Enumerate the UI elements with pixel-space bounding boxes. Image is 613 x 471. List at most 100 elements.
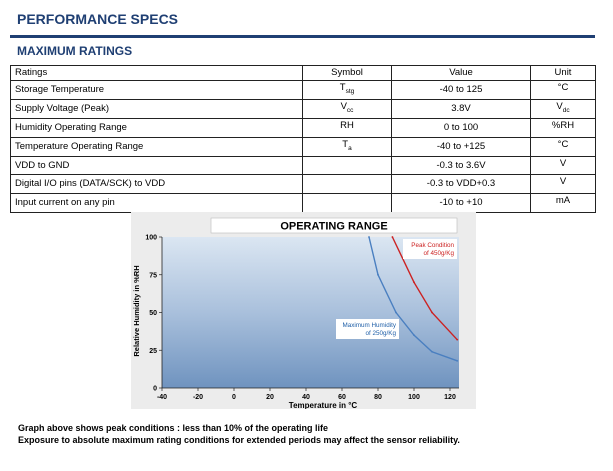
table-row: VDD to GND -0.3 to 3.6V V: [10, 155, 596, 176]
y-tick-label: 50: [149, 310, 157, 317]
plot-area: [162, 237, 459, 388]
cell-symbol: Tstg: [302, 80, 392, 100]
cell-rating: Storage Temperature: [10, 80, 303, 100]
x-tick-label: 20: [266, 394, 274, 401]
cell-unit: mA: [530, 193, 596, 214]
col-header-value: Value: [391, 65, 531, 81]
series-point: [391, 236, 394, 238]
cell-value: -40 to +125: [391, 136, 531, 157]
y-tick-label: 100: [145, 235, 157, 242]
x-tick-label: -20: [193, 394, 203, 401]
annotation-box: [336, 319, 399, 339]
unit-subscript: dc: [562, 106, 570, 114]
cell-rating: Supply Voltage (Peak): [10, 98, 303, 119]
col-header-symbol: Symbol: [302, 65, 392, 81]
table-row: Input current on any pin -10 to +10 mA: [10, 193, 596, 214]
page-title: PERFORMANCE SPECS: [17, 11, 179, 27]
series-point: [413, 334, 415, 337]
unit-text: °C: [557, 82, 569, 93]
operating-range-chart: OPERATING RANGE 0 25 50 75 100 -40 -20 0 20 40 60 8…: [131, 212, 476, 409]
cell-symbol: RH: [302, 117, 392, 138]
cell-rating: Input current on any pin: [10, 193, 303, 214]
max-ratings-table: Ratings Symbol Value Unit Storage Temper…: [10, 65, 596, 214]
table-row: Temperature Operating Range Ta -40 to +125…: [10, 136, 596, 157]
y-tick-label: 75: [149, 272, 157, 279]
cell-symbol: [302, 155, 392, 176]
cell-unit: V: [530, 174, 596, 195]
symbol-subscript: cc: [346, 106, 354, 114]
series-line-1: [391, 236, 458, 341]
cell-symbol: [302, 174, 392, 195]
unit-text: mA: [555, 195, 571, 207]
note-peak-conditions: Graph above shows peak conditions : less…: [18, 423, 329, 433]
y-axis-label: Relative Humidity in %RH: [132, 265, 141, 356]
table-row: Storage Temperature Tstg -40 to 125 °C: [10, 80, 596, 100]
x-tick-label: 120: [444, 394, 456, 401]
cell-rating: Humidity Operating Range: [10, 117, 303, 138]
cell-unit: °C: [530, 136, 596, 157]
section-header: PERFORMANCE SPECS: [10, 8, 595, 38]
chart-svg: OPERATING RANGE 0 25 50 75 100 -40 -20 0 20 40 60 8…: [131, 212, 476, 409]
cell-unit: °C: [530, 80, 596, 100]
cell-unit: %RH: [530, 117, 596, 138]
cell-value: 0 to 100: [391, 117, 531, 138]
series-point: [431, 350, 433, 353]
x-tick-label: 100: [408, 394, 420, 401]
cell-value: 3.8V: [391, 98, 531, 119]
y-tick-label: 25: [149, 348, 157, 355]
series-point: [456, 359, 459, 362]
cell-value: -40 to 125: [391, 80, 531, 100]
unit-text: %RH: [551, 119, 575, 131]
cell-unit: Vdc: [530, 98, 596, 119]
series-point: [395, 311, 397, 314]
symbol-text: RH: [340, 119, 354, 131]
series-point: [368, 236, 370, 238]
cell-symbol: Ta: [302, 136, 392, 157]
note-exposure-warning: Exposure to absolute maximum rating cond…: [18, 435, 460, 445]
symbol-text: V: [340, 100, 347, 112]
x-axis-label: Temperature in °C: [289, 401, 358, 409]
table-row: Humidity Operating Range RH 0 to 100 %RH: [10, 117, 596, 138]
unit-text: V: [556, 100, 563, 112]
cell-rating: VDD to GND: [10, 155, 303, 176]
cell-symbol: Vcc: [302, 98, 392, 119]
table-row: Digital I/O pins (DATA/SCK) to VDD -0.3 t…: [10, 174, 596, 195]
chart-title: OPERATING RANGE: [280, 221, 387, 233]
series-point: [456, 338, 459, 341]
series-point: [431, 311, 433, 314]
col-header-unit: Unit: [530, 65, 596, 81]
series-line-0: [368, 236, 458, 362]
x-tick-label: 80: [374, 394, 382, 401]
cell-value: -0.3 to VDD+0.3: [391, 174, 531, 195]
symbol-subscript: a: [348, 144, 352, 152]
series-point: [413, 281, 415, 284]
cell-rating: Temperature Operating Range: [10, 136, 303, 157]
annotation-text: of 250g/Kg: [366, 330, 397, 337]
x-tick-label: 60: [338, 394, 346, 401]
section-subtitle: MAXIMUM RATINGS: [17, 44, 133, 58]
cell-unit: V: [530, 155, 596, 176]
symbol-subscript: stg: [345, 87, 355, 95]
y-tick-label: 0: [153, 386, 157, 393]
notes-block: Graph above shows peak conditions : less…: [18, 422, 460, 446]
cell-value: -0.3 to 3.6V: [391, 155, 531, 176]
x-tick-label: -40: [157, 394, 167, 401]
cell-rating: Digital I/O pins (DATA/SCK) to VDD: [10, 174, 303, 195]
table-header-row: Ratings Symbol Value Unit: [10, 65, 596, 81]
annotation-text: Peak Condition: [411, 242, 454, 249]
annotation-box: [403, 239, 457, 259]
col-header-ratings: Ratings: [10, 65, 303, 81]
unit-text: °C: [557, 138, 569, 150]
unit-text: V: [559, 176, 567, 188]
symbol-text: T: [342, 138, 349, 150]
annotation-text: Maximum Humidity: [342, 322, 396, 329]
cell-value: -10 to +10: [391, 193, 531, 214]
annotation-text: of 450g/Kg: [424, 250, 455, 257]
unit-text: V: [559, 157, 567, 169]
x-tick-label: 40: [302, 394, 310, 401]
x-tick-label: 0: [232, 394, 236, 401]
symbol-text: T: [339, 82, 346, 93]
series-point: [377, 273, 379, 276]
cell-symbol: [302, 193, 392, 214]
table-row: Supply Voltage (Peak) Vcc 3.8V Vdc: [10, 98, 596, 119]
